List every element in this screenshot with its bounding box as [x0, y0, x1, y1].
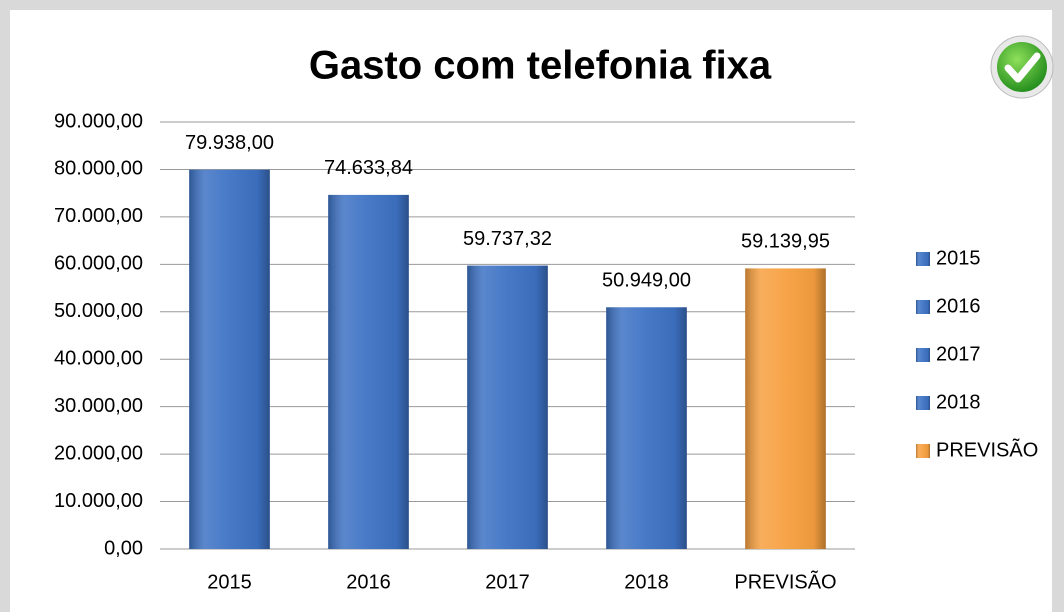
bar — [189, 169, 270, 550]
legend-label: 2016 — [936, 295, 981, 317]
x-tick-label: 2015 — [207, 571, 252, 593]
data-label: 79.938,00 — [185, 132, 274, 154]
data-label: 74.633,84 — [324, 157, 413, 179]
x-tick-label: PREVISÃO — [734, 569, 836, 593]
data-label: 59.139,95 — [741, 231, 830, 253]
bar — [606, 307, 687, 549]
legend-label: 2018 — [936, 391, 981, 413]
y-tick-label: 60.000,00 — [54, 253, 143, 275]
bar — [745, 268, 826, 549]
x-tick-label: 2016 — [346, 571, 391, 593]
y-tick-label: 40.000,00 — [54, 348, 143, 370]
data-label: 59.737,32 — [463, 228, 552, 250]
legend-label: 2015 — [936, 247, 981, 269]
legend-swatch-shine — [916, 444, 930, 458]
bar — [328, 194, 409, 550]
y-tick-label: 90.000,00 — [54, 110, 143, 132]
bar — [467, 265, 548, 549]
legend-swatch-shine — [916, 348, 930, 362]
y-tick-label: 50.000,00 — [54, 300, 143, 322]
y-tick-label: 70.000,00 — [54, 205, 143, 227]
check-icon — [990, 35, 1054, 99]
y-tick-label: 80.000,00 — [54, 158, 143, 180]
y-tick-label: 0,00 — [104, 537, 143, 559]
legend-swatch-shine — [916, 252, 930, 266]
y-tick-label: 20.000,00 — [54, 442, 143, 464]
data-label: 50.949,00 — [602, 270, 691, 292]
y-tick-label: 30.000,00 — [54, 395, 143, 417]
chart-title: Gasto com telefonia fixa — [309, 44, 772, 88]
x-tick-label: 2017 — [485, 571, 530, 593]
legend-label: 2017 — [936, 343, 981, 365]
legend-swatch-shine — [916, 300, 930, 314]
x-tick-label: 2018 — [624, 571, 669, 593]
legend-label: PREVISÃO — [936, 437, 1038, 461]
legend-swatch-shine — [916, 396, 930, 410]
y-tick-label: 10.000,00 — [54, 490, 143, 512]
